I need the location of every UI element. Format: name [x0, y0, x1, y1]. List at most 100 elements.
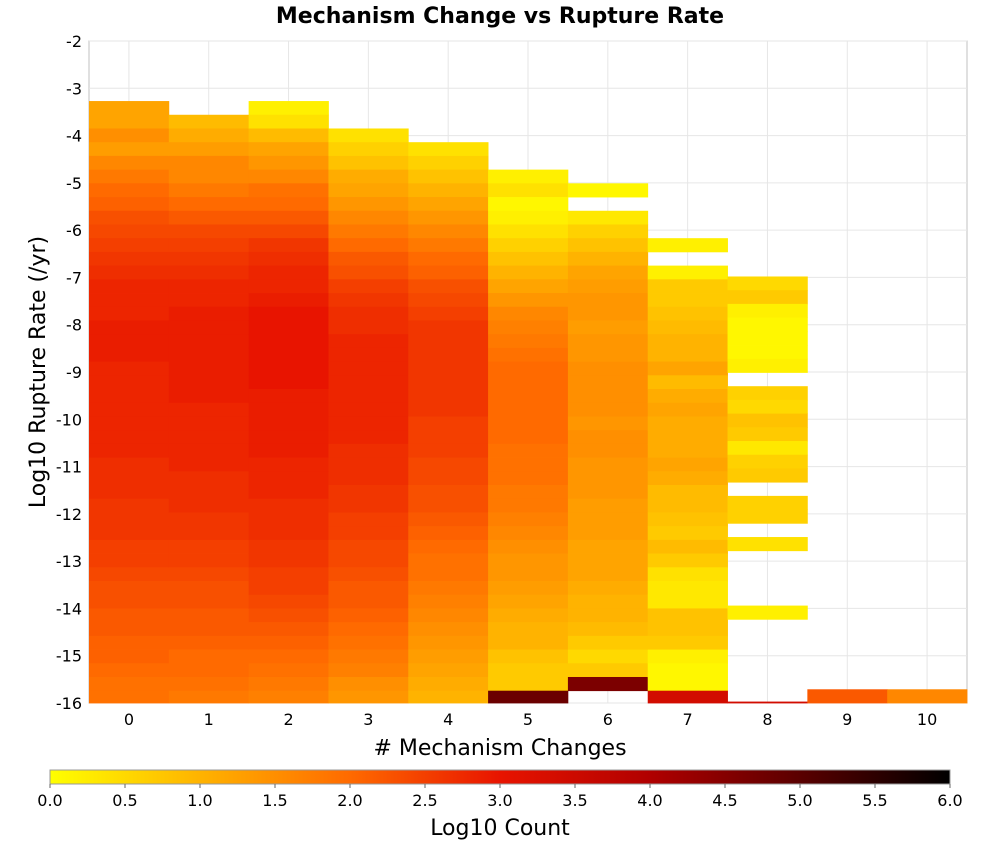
colorbar-tick-label: 1.5	[262, 791, 287, 810]
heatmap-cell	[168, 224, 250, 239]
heatmap-cell	[89, 183, 170, 198]
heatmap-cell	[89, 416, 170, 431]
heatmap-cell	[488, 183, 569, 198]
heatmap-cell	[89, 347, 170, 362]
heatmap-cell	[248, 306, 329, 321]
heatmap-cell	[647, 485, 728, 500]
heatmap-cell	[727, 317, 808, 332]
heatmap-cell	[248, 375, 329, 390]
heatmap-cell	[328, 183, 409, 198]
heatmap-cell	[168, 498, 250, 513]
heatmap-cell	[248, 498, 329, 513]
colorbar-tick-label: 6.0	[937, 791, 962, 810]
heatmap-cell	[328, 567, 409, 582]
heatmap-cell	[168, 389, 250, 404]
heatmap-cell	[488, 430, 569, 445]
colorbar	[49, 769, 951, 785]
heatmap-cell	[488, 581, 569, 596]
heatmap-cell	[168, 539, 250, 554]
heatmap-cell	[567, 320, 649, 335]
heatmap-cell	[89, 443, 170, 458]
heatmap-cell	[328, 498, 409, 513]
heatmap-cell	[248, 676, 329, 692]
heatmap-cell	[328, 649, 409, 664]
heatmap-cell	[248, 197, 329, 212]
heatmap-cell	[647, 306, 728, 321]
heatmap-cell	[168, 169, 250, 184]
heatmap-cell	[168, 402, 250, 417]
heatmap-cell	[567, 402, 649, 417]
heatmap-cell	[567, 224, 649, 239]
heatmap-cell	[248, 635, 329, 650]
colorbar-label: Log10 Count	[430, 816, 570, 841]
y-tick-label: -3	[66, 79, 82, 98]
heatmap-cell	[488, 594, 569, 609]
heatmap-cell	[89, 402, 170, 417]
heatmap-cell	[89, 608, 170, 623]
heatmap-cell	[567, 512, 649, 527]
colorbar-tick-label: 3.5	[562, 791, 587, 810]
heatmap-cell	[887, 689, 968, 704]
heatmap-cell	[328, 306, 409, 321]
heatmap-cell	[248, 526, 329, 541]
heatmap-cell	[647, 498, 728, 513]
heatmap-cell	[328, 279, 409, 294]
heatmap-cell	[647, 443, 728, 458]
y-tick-label: -14	[56, 599, 82, 618]
heatmap-cell	[89, 279, 170, 294]
heatmap-cell	[567, 608, 649, 623]
heatmap-cell	[408, 210, 489, 225]
heatmap-cell	[408, 430, 489, 445]
heatmap-cell	[408, 581, 489, 596]
heatmap-cell	[488, 498, 569, 513]
y-tick-label: -10	[56, 410, 82, 429]
heatmap-cell	[408, 238, 489, 253]
heatmap-cell	[328, 471, 409, 486]
y-tick-label: -8	[66, 316, 82, 335]
heatmap-cell	[647, 416, 728, 431]
heatmap-cell	[89, 663, 170, 678]
heatmap-cell	[168, 361, 250, 376]
heatmap-cell	[168, 553, 250, 568]
heatmap-cell	[408, 471, 489, 486]
heatmap-cell	[408, 676, 489, 692]
heatmap-cell	[488, 279, 569, 294]
heatmap-cell	[248, 128, 329, 143]
heatmap-cell	[488, 238, 569, 253]
heatmap-cell	[488, 457, 569, 472]
colorbar-tick-label: 5.5	[862, 791, 887, 810]
heatmap-cell	[408, 169, 489, 184]
heatmap-cell	[408, 622, 489, 637]
heatmap-cell	[248, 238, 329, 253]
heatmap-cell	[727, 358, 808, 373]
heatmap-cell	[89, 265, 170, 280]
heatmap-cell	[328, 389, 409, 404]
heatmap-cell	[408, 526, 489, 541]
heatmap-cell	[408, 649, 489, 664]
heatmap-cell	[567, 649, 649, 664]
x-tick-label: 1	[204, 710, 214, 729]
heatmap-cell	[248, 402, 329, 417]
heatmap-cell	[89, 622, 170, 637]
heatmap-cell	[168, 471, 250, 486]
heatmap-cell	[328, 402, 409, 417]
heatmap-cell	[328, 553, 409, 568]
heatmap-cell	[727, 427, 808, 442]
heatmap-cell	[408, 183, 489, 198]
heatmap-cell	[408, 663, 489, 678]
heatmap-cell	[408, 635, 489, 650]
heatmap-cell	[567, 210, 649, 225]
heatmap-cell	[567, 334, 649, 349]
heatmap-cell	[89, 142, 170, 157]
heatmap-cell	[248, 347, 329, 362]
heatmap-cell	[89, 553, 170, 568]
y-tick-label: -9	[66, 363, 82, 382]
heatmap-cell	[168, 581, 250, 596]
heatmap-cell	[488, 526, 569, 541]
heatmap-cell	[89, 197, 170, 212]
heatmap-cell	[328, 334, 409, 349]
heatmap-cell	[408, 347, 489, 362]
heatmap-cell	[647, 334, 728, 349]
heatmap-cell	[647, 471, 728, 486]
